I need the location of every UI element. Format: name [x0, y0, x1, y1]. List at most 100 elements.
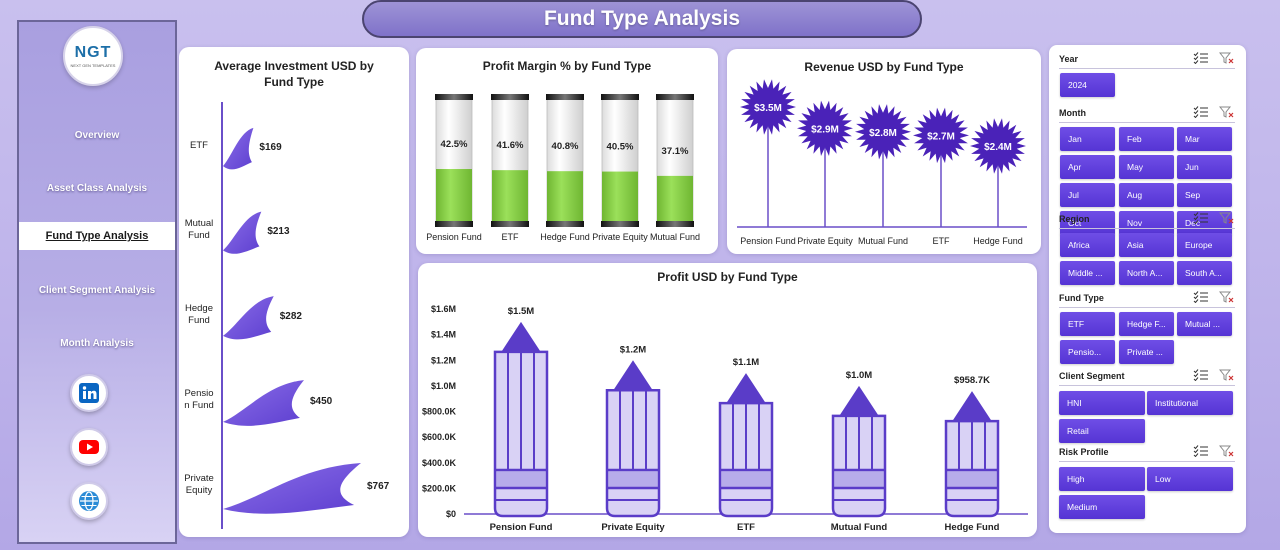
linkedin-icon[interactable] — [70, 374, 108, 412]
slicer-client-segment-header: Client Segment — [1059, 366, 1235, 386]
margin-value-label-4: 37.1% — [662, 146, 689, 157]
slicer-region-option[interactable]: Middle ... — [1060, 261, 1115, 285]
avg-category-label-2: Hedge — [185, 303, 213, 314]
slicer-month-option[interactable]: Jun — [1177, 155, 1232, 179]
revenue-burst-2 — [855, 104, 911, 160]
slicer-client-segment-title: Client Segment — [1059, 370, 1125, 381]
margin-bar-4 — [657, 175, 693, 223]
logo-mark: NGT — [74, 44, 112, 61]
slicer-fund-type-option[interactable]: Mutual ... — [1177, 312, 1232, 336]
profit-ytick-5: $1.0M — [431, 381, 456, 391]
profit-category-label-3: Mutual Fund — [831, 522, 888, 533]
slicer-month-option[interactable]: Dec — [1177, 211, 1232, 235]
slicer-month-header: Month — [1059, 103, 1235, 123]
margin-value-label-3: 40.5% — [607, 142, 634, 153]
clear-filter-icon[interactable] — [1218, 369, 1235, 383]
slicer-fund-type-option[interactable]: ETF — [1060, 312, 1115, 336]
slicer-month-option[interactable]: Nov — [1119, 211, 1174, 235]
revenue-burst-0 — [740, 79, 796, 135]
slicer-region-option[interactable]: North A... — [1119, 261, 1174, 285]
multi-select-icon[interactable] — [1193, 105, 1209, 120]
slicer-fund-type-header: Fund Type — [1059, 288, 1235, 308]
margin-cap-bottom-0 — [435, 221, 473, 227]
margin-value-label-1: 41.6% — [497, 140, 524, 151]
profit-margin-title: Profit Margin % by Fund Type — [482, 59, 652, 73]
margin-cap-top-2 — [546, 94, 584, 100]
profit-ytick-6: $1.2M — [431, 355, 456, 365]
profit-ytick-7: $1.4M — [431, 330, 456, 340]
multi-select-icon[interactable] — [1193, 444, 1209, 459]
slicer-region-option[interactable]: Europe — [1177, 233, 1232, 257]
slicer-month-option[interactable]: Oct — [1060, 211, 1115, 235]
revenue-title: Revenue USD by Fund Type — [804, 60, 964, 74]
clear-filter-icon[interactable] — [1218, 212, 1235, 226]
slicer-year-option[interactable]: 2024 — [1060, 73, 1115, 97]
avg-value-label-2: $282 — [280, 311, 303, 322]
slicer-region-option[interactable]: South A... — [1177, 261, 1232, 285]
profit-ytick-8: $1.6M — [431, 304, 456, 314]
slicer-risk-profile-option[interactable]: Medium — [1059, 495, 1145, 519]
profit-pencil-0 — [493, 321, 549, 518]
slicer-fund-type-option[interactable]: Pensio... — [1060, 340, 1115, 364]
profit-value-label-0: $1.5M — [508, 306, 534, 317]
slicer-month-option[interactable]: Feb — [1119, 127, 1174, 151]
margin-cap-top-1 — [491, 94, 529, 100]
slicer-month-option[interactable]: Sep — [1177, 183, 1232, 207]
slicer-month-option[interactable]: Aug — [1119, 183, 1174, 207]
avg-investment-title-line2: Fund Type — [264, 75, 324, 89]
multi-select-icon[interactable] — [1193, 211, 1209, 226]
slicer-month-option[interactable]: Apr — [1060, 155, 1115, 179]
profit-value-label-3: $1.0M — [846, 370, 872, 381]
nav-overview[interactable]: Overview — [74, 129, 120, 141]
slicer-client-segment-option[interactable]: Institutional — [1147, 391, 1233, 415]
slicer-risk-profile-option[interactable]: Low — [1147, 467, 1233, 491]
slicer-region-option[interactable]: Asia — [1119, 233, 1174, 257]
clear-filter-icon[interactable] — [1218, 52, 1235, 66]
profit-value-label-1: $1.2M — [620, 344, 646, 355]
profit-pencil-tip-2 — [725, 373, 767, 406]
profit-pencil-tip-3 — [838, 385, 880, 418]
multi-select-icon[interactable] — [1193, 368, 1209, 383]
logo: NGT NEXT GEN TEMPLATES — [63, 26, 123, 86]
profit-ytick-0: $0 — [446, 509, 456, 519]
revenue-category-label-0: Pension Fund — [740, 236, 796, 246]
revenue-value-label-1: $2.9M — [811, 124, 839, 135]
avg-bar-1 — [223, 211, 262, 254]
slicer-risk-profile-option[interactable]: High — [1059, 467, 1145, 491]
clear-filter-icon[interactable] — [1218, 291, 1235, 305]
multi-select-icon[interactable] — [1193, 290, 1209, 305]
avg-category-label-0: ETF — [190, 140, 208, 151]
profit-pencil-tip-1 — [612, 360, 654, 393]
youtube-icon[interactable] — [70, 428, 108, 466]
slicer-fund-type-option[interactable]: Private ... — [1119, 340, 1174, 364]
globe-icon[interactable] — [70, 482, 108, 520]
clear-filter-icon[interactable] — [1218, 445, 1235, 459]
revenue-value-label-4: $2.4M — [984, 142, 1012, 153]
multi-select-icon[interactable] — [1193, 51, 1209, 66]
slicer-client-segment-option[interactable]: HNI — [1059, 391, 1145, 415]
slicer-month-option[interactable]: Jul — [1060, 183, 1115, 207]
nav-asset-class-analysis[interactable]: Asset Class Analysis — [46, 182, 148, 194]
slicer-month-option[interactable]: Mar — [1177, 127, 1232, 151]
margin-category-label-2: Hedge Fund — [540, 232, 590, 242]
nav-client-segment-analysis[interactable]: Client Segment Analysis — [38, 284, 156, 296]
nav-month-analysis[interactable]: Month Analysis — [60, 337, 134, 349]
slicer-region-title: Region — [1059, 213, 1090, 224]
slicer-client-segment-option[interactable]: Retail — [1059, 419, 1145, 443]
slicer-year-title: Year — [1059, 53, 1079, 64]
clear-filter-icon[interactable] — [1218, 106, 1235, 120]
margin-category-label-4: Mutual Fund — [650, 232, 700, 242]
revenue-burst-4 — [970, 118, 1026, 174]
nav-fund-type-analysis[interactable]: Fund Type Analysis — [19, 222, 175, 250]
revenue-burst-1 — [797, 100, 853, 156]
avg-bar-0 — [223, 127, 254, 170]
profit-pencil-band-2 — [721, 471, 771, 488]
slicer-month-option[interactable]: May — [1119, 155, 1174, 179]
margin-cap-top-4 — [656, 94, 694, 100]
slicer-panel: Year 2024 Month Jan Feb Mar Apr May Jun Jul Aug Sep… — [1049, 45, 1246, 533]
slicer-fund-type-option[interactable]: Hedge F... — [1119, 312, 1174, 336]
slicer-month-option[interactable]: Jan — [1060, 127, 1115, 151]
profit-card: Profit USD by Fund Type $0 $200.0K $400.0K… — [418, 263, 1037, 537]
profit-category-label-0: Pension Fund — [490, 522, 553, 533]
slicer-region-option[interactable]: Africa — [1060, 233, 1115, 257]
